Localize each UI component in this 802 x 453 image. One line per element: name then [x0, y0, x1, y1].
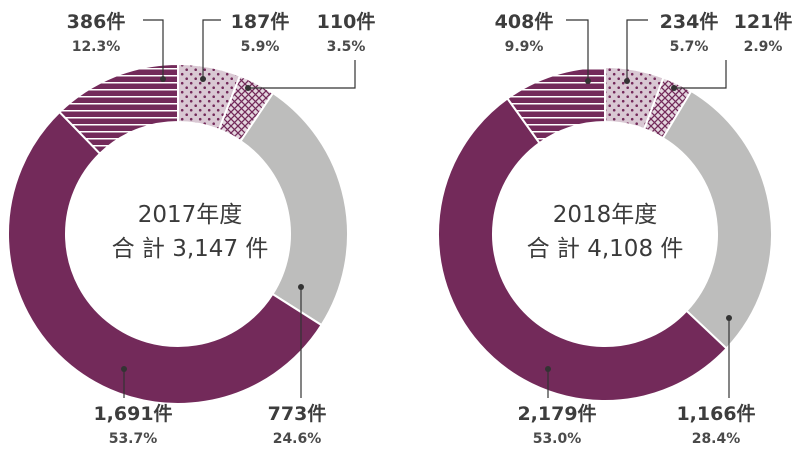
- leader-dot-2018-stripes: [585, 78, 591, 84]
- center-year-2018: 2018年度: [553, 202, 658, 228]
- slice-label-2017-cross-count: 110件: [317, 10, 376, 33]
- center-total-2018: 合 計 4,108 件: [527, 236, 684, 262]
- leader-line-2018-cross: [674, 60, 727, 89]
- leader-line-2018-stripes: [566, 19, 589, 79]
- leader-dot-2018-maroon: [545, 366, 551, 372]
- donut-slice-solid-gray: [239, 91, 349, 327]
- donut-slice-horizontal-stripes: [506, 65, 606, 145]
- slice-label-2018-dots-count: 234件: [660, 10, 719, 33]
- leader-dot-2018-gray: [726, 315, 732, 321]
- donut-slices-2017: [7, 62, 349, 405]
- donut-slice-solid-maroon: [437, 97, 728, 402]
- slice-label-2018-stripes-count: 408件: [495, 10, 554, 33]
- center-year-2017: 2017年度: [138, 202, 243, 228]
- slice-label-2018-gray-percent: 28.4%: [692, 431, 741, 447]
- slice-label-2017-stripes-count: 386件: [67, 10, 126, 33]
- leader-dot-2017-maroon: [121, 366, 127, 372]
- slice-label-2017-cross-percent: 3.5%: [327, 39, 366, 55]
- slice-label-2018-cross-count: 121件: [734, 10, 793, 33]
- slice-label-2018-dots-percent: 5.7%: [670, 39, 709, 55]
- slice-label-2017-gray-count: 773件: [268, 402, 327, 425]
- donut-chart-2017: 2017年度 合 計 3,147 件 187件 5.9% 110件 3.5% 7…: [7, 10, 376, 447]
- donut-chart-2018: 2018年度 合 計 4,108 件 234件 5.7% 121件 2.9% 1…: [437, 10, 793, 447]
- leader-line-2017-stripes: [143, 19, 164, 77]
- leader-dot-2018-dots: [624, 78, 630, 84]
- leader-dot-2017-gray: [298, 284, 304, 290]
- leader-dot-2018-cross: [671, 85, 677, 91]
- donut-slice-solid-gray: [661, 89, 773, 350]
- donut-slices-2018: [437, 65, 773, 402]
- donut-slice-solid-maroon: [7, 110, 323, 405]
- slice-label-2017-gray-percent: 24.6%: [273, 431, 322, 447]
- slice-label-2018-gray-count: 1,166件: [676, 402, 755, 425]
- slice-label-2017-dots-percent: 5.9%: [241, 39, 280, 55]
- leader-line-2017-cross: [248, 60, 356, 89]
- slice-label-2018-cross-percent: 2.9%: [744, 39, 783, 55]
- slice-label-2017-maroon-percent: 53.7%: [109, 431, 158, 447]
- leader-line-2017-dots: [202, 19, 221, 79]
- slice-label-2018-maroon-count: 2,179件: [517, 402, 596, 425]
- leader-dot-2017-stripes: [160, 76, 166, 82]
- slice-label-2017-maroon-count: 1,691件: [93, 402, 172, 425]
- leader-dot-2017-dots: [200, 76, 206, 82]
- center-total-2017: 合 計 3,147 件: [112, 236, 269, 262]
- slice-label-2017-dots-count: 187件: [231, 10, 290, 33]
- slice-label-2018-stripes-percent: 9.9%: [505, 39, 544, 55]
- donut-slice-horizontal-stripes: [58, 62, 179, 156]
- slice-label-2018-maroon-percent: 53.0%: [533, 431, 582, 447]
- leader-line-2018-dots: [626, 19, 648, 79]
- leader-dot-2017-cross: [245, 85, 251, 91]
- slice-label-2017-stripes-percent: 12.3%: [72, 39, 121, 55]
